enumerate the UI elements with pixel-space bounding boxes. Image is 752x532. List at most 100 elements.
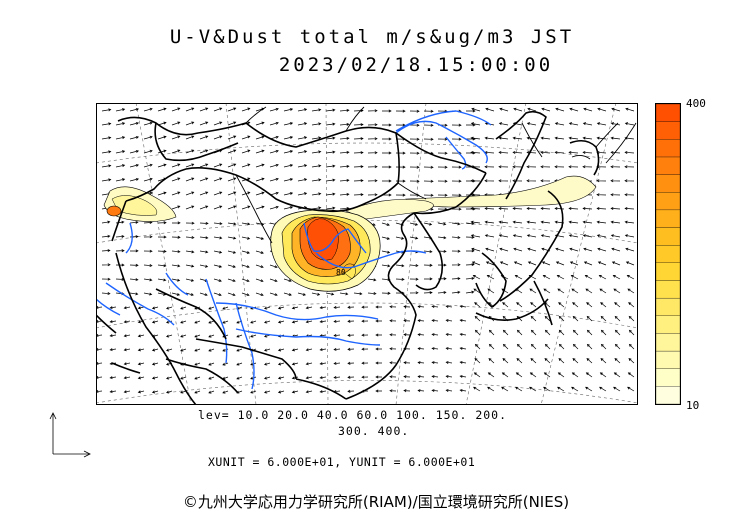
wind-arrow <box>109 306 117 310</box>
wind-arrow <box>199 135 209 140</box>
wind-arrow <box>613 288 621 294</box>
colorbar-band <box>655 174 681 193</box>
wind-arrow <box>541 107 551 112</box>
wind-arrow <box>597 247 607 252</box>
wind-arrow <box>361 333 369 337</box>
wind-arrow <box>423 123 434 127</box>
wind-arrow <box>109 320 117 324</box>
wind-arrow <box>544 343 551 350</box>
wind-arrow <box>339 150 350 154</box>
wind-arrow <box>572 358 579 364</box>
wind-arrow <box>568 136 579 140</box>
wind-arrow <box>129 249 139 253</box>
wind-arrow <box>628 315 635 322</box>
wind-arrow <box>610 220 621 224</box>
wind-arrow <box>101 277 111 281</box>
wind-arrow <box>347 347 355 351</box>
wind-arrow <box>395 151 406 155</box>
wind-arrow <box>526 165 537 169</box>
wind-arrow <box>236 348 243 352</box>
wind-arrow <box>555 261 565 266</box>
wind-arrow <box>423 179 434 183</box>
wind-arrow <box>115 220 125 224</box>
wind-arrow <box>470 179 481 183</box>
wind-arrow <box>409 277 419 281</box>
wind-arrow <box>540 136 551 140</box>
wind-arrow <box>570 275 579 280</box>
wind-arrow <box>255 264 264 269</box>
wind-arrow <box>572 343 579 350</box>
wind-arrow <box>101 292 111 296</box>
dust-plume-east <box>345 175 597 220</box>
wind-arrow <box>554 136 565 140</box>
wind-arrow <box>543 386 551 392</box>
wind-arrow <box>544 329 551 336</box>
wind-arrow <box>403 333 411 337</box>
wind-arrow <box>409 179 420 183</box>
wind-arrow <box>471 107 481 112</box>
wind-arrow <box>291 306 299 310</box>
wind-arrow <box>227 163 237 168</box>
wind-arrow <box>277 362 285 366</box>
wind-arrow <box>375 319 382 323</box>
copyright-credit: ©九州大学応用力学研究所(RIAM)/国立環境研究所(NIES) <box>182 493 570 511</box>
wind-arrow <box>194 390 201 394</box>
wind-arrow <box>409 264 419 268</box>
wind-arrow <box>143 149 153 154</box>
wind-arrow <box>568 150 579 154</box>
wind-arrow <box>353 123 364 127</box>
wind-arrow <box>269 121 279 126</box>
wind-arrow <box>236 362 243 366</box>
wind-arrow <box>129 177 140 182</box>
wind-arrow <box>600 315 607 322</box>
wind-arrow <box>339 192 350 196</box>
wind-arrow <box>325 108 336 112</box>
wind-arrow <box>502 302 509 308</box>
wind-arrow <box>297 292 307 296</box>
wind-arrow <box>291 320 299 324</box>
wind-arrow <box>255 205 265 210</box>
wind-arrow <box>530 302 537 308</box>
wind-arrow <box>554 122 565 126</box>
wind-arrow <box>283 149 294 154</box>
wind-arrow <box>389 333 397 337</box>
wind-arrow <box>171 235 181 239</box>
colorbar-band <box>655 209 681 228</box>
wind-arrow <box>459 346 467 350</box>
wind-arrow <box>367 292 377 296</box>
wind-arrow <box>512 206 523 210</box>
wind-arrow <box>568 220 579 224</box>
wind-arrow <box>367 109 378 113</box>
wind-arrow <box>213 121 223 126</box>
wind-arrow <box>297 150 308 154</box>
wind-arrow <box>498 179 509 183</box>
wind-arrow <box>151 376 159 380</box>
wind-arrow <box>540 234 551 238</box>
wind-arrow <box>502 329 509 336</box>
colorbar-band <box>655 139 681 158</box>
wind-arrow <box>277 376 285 380</box>
wind-arrow <box>180 306 187 310</box>
wind-arrow <box>115 108 126 112</box>
wind-arrow <box>123 390 131 394</box>
wind-arrow <box>208 320 215 324</box>
wind-arrow <box>185 205 195 210</box>
wind-arrow <box>431 333 439 336</box>
wind-arrow <box>236 376 243 380</box>
wind-arrow <box>333 361 341 365</box>
wind-arrow <box>526 136 537 140</box>
wind-arrow <box>389 375 397 379</box>
wind-arrow <box>487 288 495 294</box>
wind-arrow <box>474 329 481 336</box>
wind-arrow <box>568 165 579 169</box>
wind-arrow <box>255 278 264 283</box>
wind-arrow <box>123 334 131 338</box>
wind-arrow <box>171 221 181 225</box>
wind-arrow <box>395 264 405 268</box>
wind-arrow <box>471 247 481 252</box>
contour-value-label: 80 <box>336 268 346 277</box>
wind-arrow <box>470 220 481 224</box>
wind-arrow <box>185 149 195 154</box>
wind-arrow <box>283 177 294 182</box>
wind-arrow <box>166 306 173 310</box>
